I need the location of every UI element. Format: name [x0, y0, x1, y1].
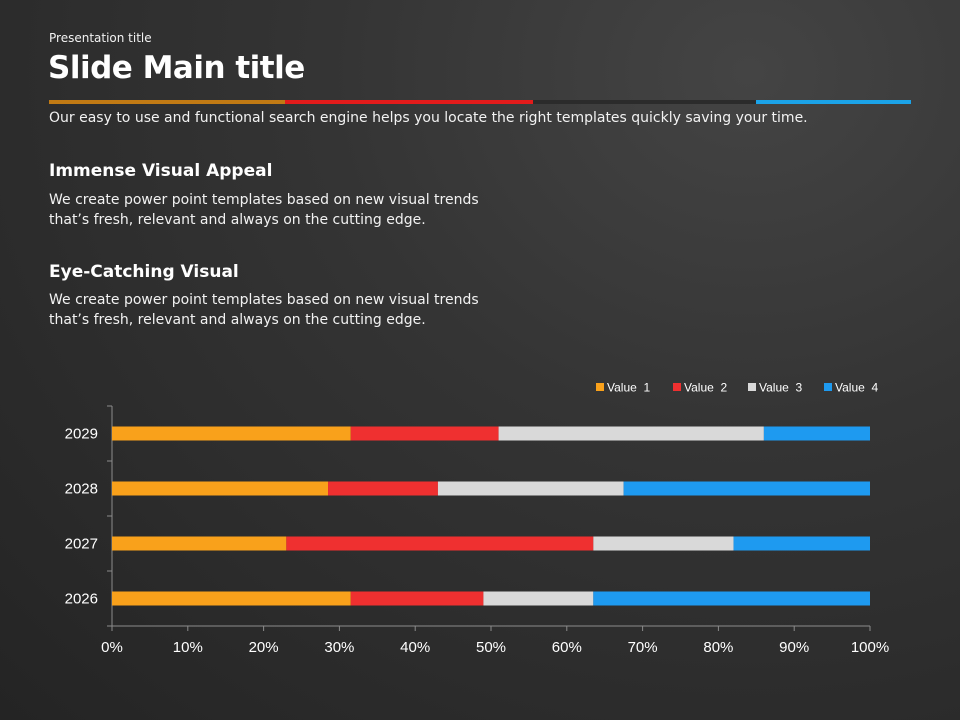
bar-segment: [593, 591, 870, 606]
bar-segment: [112, 591, 351, 606]
accent-segment-dark: [533, 100, 756, 104]
intro-text: Our easy to use and functional search en…: [49, 110, 808, 126]
bar-segment: [437, 481, 624, 496]
legend-label: Value 2: [684, 381, 727, 395]
x-tick-label: 60%: [552, 639, 582, 656]
accent-segment-red: [285, 100, 533, 104]
presentation-title: Presentation title: [49, 31, 152, 45]
bar-segment: [328, 481, 438, 496]
x-tick-label: 10%: [173, 639, 203, 656]
x-tick-label: 40%: [400, 639, 430, 656]
title-accent-bar: [49, 100, 911, 104]
bar-segment: [498, 426, 764, 441]
section-body-visual-appeal: We create power point templates based on…: [49, 190, 519, 230]
legend-swatch: [673, 383, 681, 391]
bar-segment: [350, 591, 484, 606]
x-tick-label: 70%: [628, 639, 658, 656]
bar-segment: [112, 536, 287, 551]
bar-segment: [733, 536, 870, 551]
x-tick-label: 30%: [324, 639, 354, 656]
x-tick-label: 80%: [703, 639, 733, 656]
y-category-label: 2028: [65, 481, 98, 498]
section-heading-visual-appeal: Immense Visual Appeal: [49, 161, 273, 181]
legend-label: Value 3: [759, 381, 802, 395]
legend-swatch: [596, 383, 604, 391]
bar-segment: [112, 426, 351, 441]
section-body-line: We create power point templates based on…: [49, 192, 479, 208]
legend-swatch: [824, 383, 832, 391]
section-body-line: that’s fresh, relevant and always on the…: [49, 212, 426, 228]
bar-segment: [350, 426, 499, 441]
x-tick-label: 0%: [101, 639, 123, 656]
bar-segment: [763, 426, 870, 441]
bar-segment: [623, 481, 870, 496]
legend-swatch: [748, 383, 756, 391]
bar-segment: [483, 591, 594, 606]
y-category-label: 2029: [65, 426, 98, 443]
bar-segment: [112, 481, 329, 496]
bar-segment: [286, 536, 594, 551]
section-body-line: We create power point templates based on…: [49, 292, 479, 308]
accent-segment-gold: [49, 100, 285, 104]
legend-label: Value 1: [607, 381, 650, 395]
x-tick-label: 90%: [779, 639, 809, 656]
x-tick-label: 20%: [249, 639, 279, 656]
accent-segment-blue: [756, 100, 911, 104]
y-category-label: 2026: [65, 591, 98, 608]
x-tick-label: 50%: [476, 639, 506, 656]
section-body-eye-catching: We create power point templates based on…: [49, 290, 519, 330]
y-category-label: 2027: [65, 536, 98, 553]
section-heading-eye-catching: Eye-Catching Visual: [49, 262, 239, 282]
slide-main-title: Slide Main title: [48, 50, 305, 86]
bar-segment: [593, 536, 734, 551]
x-tick-label: 100%: [851, 639, 889, 656]
legend-label: Value 4: [835, 381, 878, 395]
section-body-line: that’s fresh, relevant and always on the…: [49, 312, 426, 328]
